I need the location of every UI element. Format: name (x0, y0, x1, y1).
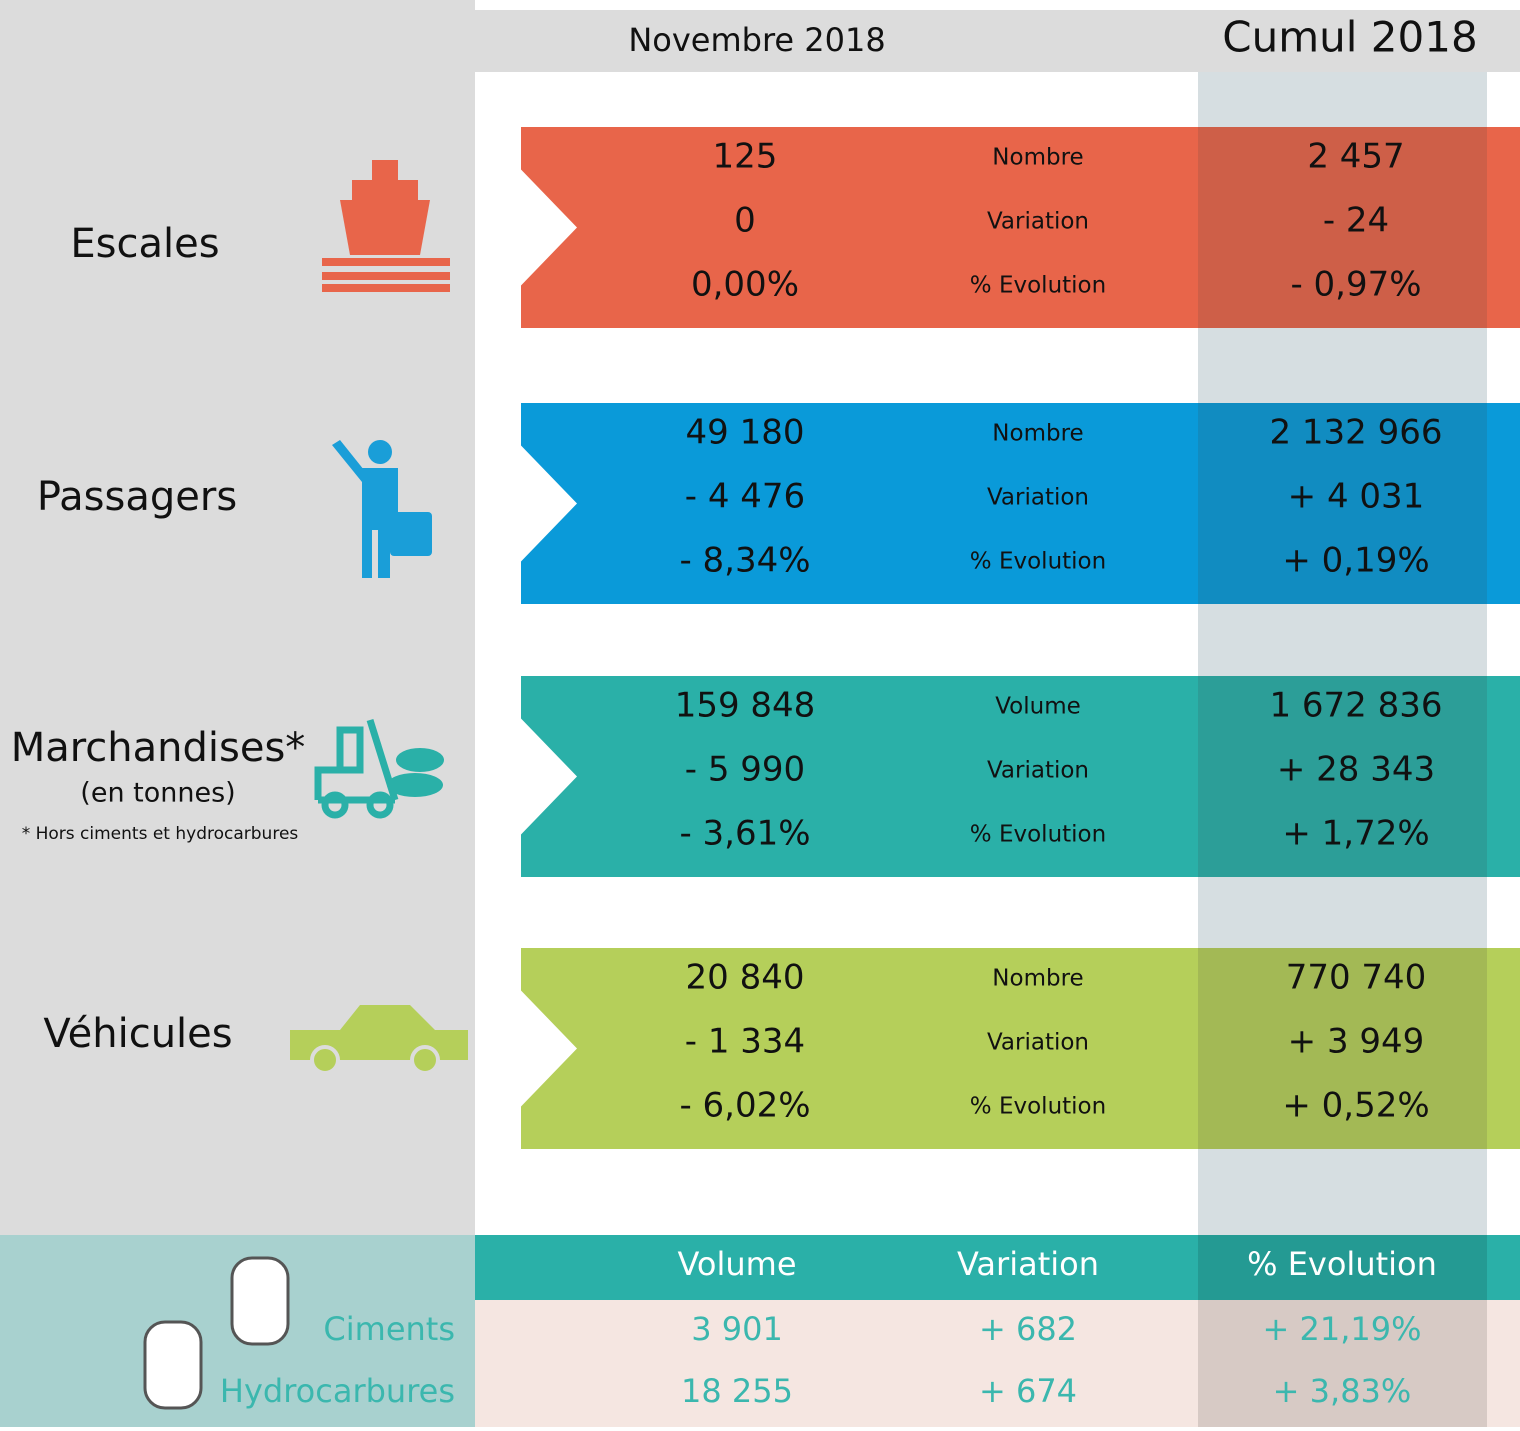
month-value: - 1 334 (685, 1022, 805, 1062)
band-cumul-overlay (1198, 676, 1487, 877)
month-value: 20 840 (686, 958, 805, 998)
cumul-value: - 0,97% (1290, 265, 1421, 305)
metric-label: % Evolution (970, 549, 1106, 575)
band-cumul-overlay (1198, 127, 1487, 328)
cumul-value: + 4 031 (1288, 477, 1425, 517)
bottom-value: 18 255 (681, 1372, 793, 1410)
month-value: - 4 476 (685, 477, 805, 517)
passenger-icon (332, 440, 432, 578)
month-value: 159 848 (675, 686, 816, 726)
metric-label: Variation (987, 485, 1089, 511)
metric-label: % Evolution (970, 822, 1106, 848)
month-value: 125 (713, 137, 778, 177)
metric-label: Volume (995, 694, 1081, 720)
metric-label: % Evolution (970, 273, 1106, 299)
section-note: * Hors ciments et hydrocarbures (22, 824, 299, 844)
header-bar (475, 10, 1520, 72)
bottom-cumul-overlay (1198, 1235, 1487, 1427)
month-value: - 5 990 (685, 750, 805, 790)
month-value: - 8,34% (679, 541, 810, 581)
band-notch (521, 169, 577, 286)
section-label: Escales (70, 221, 219, 267)
metric-label: Variation (987, 1030, 1089, 1056)
bottom-header (475, 1235, 1520, 1300)
cumul-value: - 24 (1323, 201, 1389, 241)
bottom-header-label: % Evolution (1247, 1245, 1437, 1283)
cumul-value: + 28 343 (1277, 750, 1435, 790)
bottom-header-label: Volume (677, 1245, 796, 1283)
cumul-value: + 0,19% (1282, 541, 1429, 581)
band-notch (521, 445, 577, 562)
band-notch (521, 718, 577, 835)
metric-label: Nombre (992, 421, 1083, 447)
cumul-value: + 0,52% (1282, 1086, 1429, 1126)
month-value: 0,00% (691, 265, 799, 305)
forklift-load (387, 748, 444, 797)
bottom-rows (475, 1300, 1520, 1427)
bottom-value: 3 901 (691, 1310, 783, 1348)
month-header: Novembre 2018 (628, 21, 885, 59)
bottom-value: + 21,19% (1263, 1310, 1422, 1348)
bottom-row-label: Hydrocarbures (220, 1372, 455, 1410)
band-notch (521, 990, 577, 1107)
section-label: Passagers (37, 474, 237, 520)
metric-label: Variation (987, 758, 1089, 784)
section-band (521, 948, 1520, 1149)
bottom-value: + 682 (979, 1310, 1077, 1348)
barrel-icons (143, 1256, 290, 1410)
month-value: 0 (734, 201, 756, 241)
cumul-value: 2 457 (1307, 137, 1404, 177)
cumul-value: + 1,72% (1282, 814, 1429, 854)
month-value: 49 180 (686, 413, 805, 453)
cumul-header: Cumul 2018 (1222, 13, 1477, 62)
cumul-value: 2 132 966 (1269, 413, 1442, 453)
metric-label: Variation (987, 209, 1089, 235)
month-value: - 3,61% (679, 814, 810, 854)
section-label: Marchandises* (11, 725, 306, 771)
metric-label: Nombre (992, 966, 1083, 992)
metric-label: Nombre (992, 145, 1083, 171)
bottom-header-label: Variation (957, 1245, 1099, 1283)
bottom-value: + 674 (979, 1372, 1077, 1410)
metric-label: % Evolution (970, 1094, 1106, 1120)
cumul-value: 770 740 (1286, 958, 1427, 998)
section-band (521, 403, 1520, 604)
bottom-row-label: Ciments (323, 1310, 455, 1348)
month-value: - 6,02% (679, 1086, 810, 1126)
section-sublabel: (en tonnes) (80, 778, 235, 809)
band-cumul-overlay (1198, 948, 1487, 1149)
cumul-value: + 3 949 (1288, 1022, 1425, 1062)
band-cumul-overlay (1198, 403, 1487, 604)
section-label: Véhicules (43, 1011, 232, 1057)
cumul-value: 1 672 836 (1269, 686, 1442, 726)
bottom-value: + 3,83% (1273, 1372, 1412, 1410)
section-band (521, 127, 1520, 328)
ship-icon (322, 160, 450, 292)
section-band (521, 676, 1520, 877)
car-icon (290, 1005, 468, 1075)
